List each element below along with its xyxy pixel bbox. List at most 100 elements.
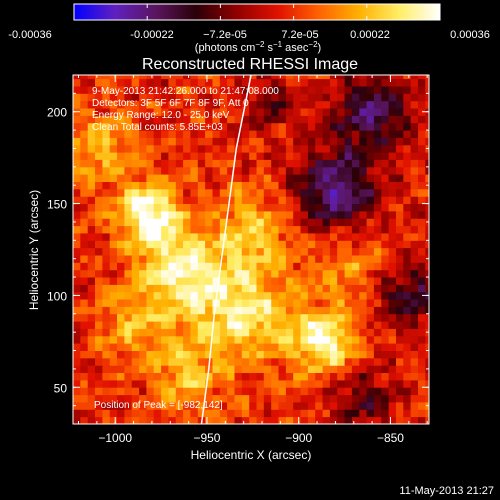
heatmap-cell — [351, 269, 360, 278]
heatmap-cell — [410, 372, 419, 381]
heatmap-cell — [388, 108, 397, 116]
heatmap-cell — [381, 409, 390, 418]
heatmap-cell — [146, 416, 155, 424]
heatmap-cell — [315, 328, 323, 337]
heatmap-cell — [285, 122, 294, 131]
heatmap-cell — [197, 269, 206, 278]
heatmap-cell — [337, 130, 345, 138]
heatmap-cell — [153, 394, 162, 403]
heatmap-cell — [256, 174, 265, 182]
heatmap-cell — [293, 122, 301, 131]
heatmap-cell — [190, 262, 199, 271]
heatmap-cell — [219, 335, 228, 344]
heatmap-cell — [366, 262, 375, 271]
heatmap-cell — [80, 152, 89, 160]
heatmap-cell — [396, 277, 404, 285]
heatmap-cell — [175, 357, 184, 366]
heatmap-cell — [337, 409, 345, 418]
heatmap-cell — [161, 174, 169, 182]
heatmap-cell — [344, 144, 353, 153]
heatmap-cell — [271, 166, 279, 175]
heatmap-cell — [271, 93, 279, 102]
heatmap-cell — [271, 86, 279, 94]
heatmap-cell — [278, 115, 287, 124]
heatmap-cell — [73, 335, 81, 344]
heatmap-cell — [410, 137, 419, 146]
heatmap-cell — [219, 409, 228, 418]
heatmap-cell — [73, 100, 81, 109]
heatmap-cell — [168, 335, 177, 344]
heatmap-cell — [256, 277, 265, 285]
heatmap-cell — [388, 343, 397, 351]
heatmap-cell — [285, 100, 294, 109]
heatmap-cell — [205, 188, 213, 197]
heatmap-cell — [124, 144, 133, 153]
heatmap-cell — [161, 284, 169, 293]
heatmap-cell — [249, 402, 257, 410]
heatmap-cell — [366, 218, 375, 227]
heatmap-cell — [359, 402, 368, 410]
heatmap-cell — [263, 166, 272, 175]
heatmap-cell — [285, 166, 294, 175]
heatmap-cell — [109, 284, 118, 293]
heatmap-cell — [205, 218, 213, 227]
heatmap-cell — [212, 394, 221, 403]
heatmap-cell — [146, 196, 155, 204]
heatmap-cell — [329, 174, 338, 182]
heatmap-cell — [293, 240, 301, 249]
heatmap-cell — [80, 188, 89, 197]
heatmap-cell — [337, 365, 345, 373]
heatmap-cell — [241, 269, 250, 278]
heatmap-cell — [373, 130, 382, 138]
heatmap-cell — [285, 335, 294, 344]
heatmap-cell — [300, 240, 309, 249]
heatmap-cell — [263, 409, 272, 418]
heatmap-cell — [205, 137, 213, 146]
heatmap-cell — [300, 218, 309, 227]
heatmap-cell — [73, 372, 81, 381]
heatmap-cell — [388, 372, 397, 381]
heatmap-cell — [396, 188, 404, 197]
heatmap-cell — [168, 350, 177, 359]
heatmap-cell — [381, 210, 390, 219]
heatmap-cell — [285, 137, 294, 146]
heatmap-cell — [183, 152, 191, 160]
heatmap-cell — [109, 196, 118, 204]
heatmap-cell — [359, 233, 368, 241]
heatmap-cell — [329, 166, 338, 175]
heatmap-cell — [396, 196, 404, 204]
heatmap-cell — [322, 416, 331, 424]
heatmap-cell — [249, 188, 257, 197]
heatmap-cell — [315, 196, 323, 204]
heatmap-cell — [322, 299, 331, 307]
heatmap-cell — [168, 115, 177, 124]
heatmap-cell — [161, 409, 169, 418]
heatmap-cell — [337, 284, 345, 293]
heatmap-cell — [197, 152, 206, 160]
heatmap-cell — [124, 387, 133, 396]
heatmap-cell — [249, 284, 257, 293]
heatmap-cell — [168, 299, 177, 307]
heatmap-cell — [344, 262, 353, 271]
heatmap-cell — [124, 416, 133, 424]
heatmap-cell — [351, 108, 360, 116]
heatmap-cell — [344, 203, 353, 212]
heatmap-cell — [278, 306, 287, 315]
heatmap-cell — [256, 306, 265, 315]
heatmap-cell — [109, 379, 118, 388]
heatmap-cell — [396, 86, 404, 94]
heatmap-cell — [197, 100, 206, 109]
heatmap-cell — [293, 86, 301, 94]
heatmap-cell — [293, 159, 301, 168]
heatmap-cell — [293, 313, 301, 322]
heatmap-cell — [418, 137, 426, 146]
heatmap-cell — [241, 372, 250, 381]
heatmap-cell — [146, 277, 155, 285]
heatmap-cell — [278, 210, 287, 219]
heatmap-cell — [197, 130, 206, 138]
heatmap-cell — [190, 86, 199, 94]
heatmap-cell — [285, 210, 294, 219]
heatmap-cell — [175, 188, 184, 197]
heatmap-cell — [263, 335, 272, 344]
heatmap-cell — [131, 152, 140, 160]
